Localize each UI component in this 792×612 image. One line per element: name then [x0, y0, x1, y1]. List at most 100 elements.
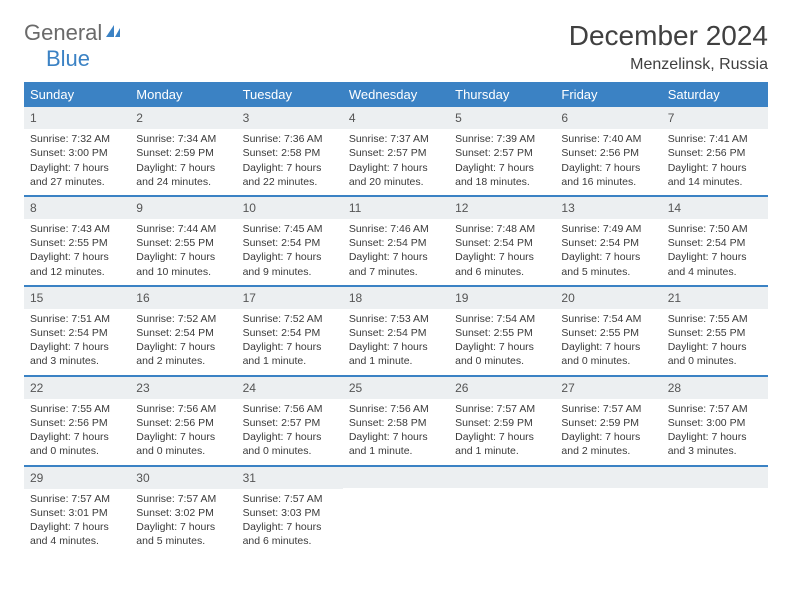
- calendar-week: 15Sunrise: 7:51 AMSunset: 2:54 PMDayligh…: [24, 287, 768, 377]
- sunrise-text: Sunrise: 7:44 AM: [136, 222, 230, 236]
- day-number: 1: [24, 107, 130, 129]
- daylight-text: Daylight: 7 hours and 14 minutes.: [668, 161, 762, 189]
- sunset-text: Sunset: 3:00 PM: [668, 416, 762, 430]
- day-number: 5: [449, 107, 555, 129]
- day-body: Sunrise: 7:49 AMSunset: 2:54 PMDaylight:…: [555, 219, 661, 285]
- day-body: Sunrise: 7:36 AMSunset: 2:58 PMDaylight:…: [237, 129, 343, 195]
- calendar-day: 10Sunrise: 7:45 AMSunset: 2:54 PMDayligh…: [237, 197, 343, 285]
- logo-text-blue: Blue: [46, 46, 124, 72]
- logo-sail-icon: [104, 23, 124, 44]
- sunrise-text: Sunrise: 7:57 AM: [455, 402, 549, 416]
- day-body: Sunrise: 7:46 AMSunset: 2:54 PMDaylight:…: [343, 219, 449, 285]
- calendar-day: 9Sunrise: 7:44 AMSunset: 2:55 PMDaylight…: [130, 197, 236, 285]
- day-body: Sunrise: 7:48 AMSunset: 2:54 PMDaylight:…: [449, 219, 555, 285]
- daylight-text: Daylight: 7 hours and 0 minutes.: [455, 340, 549, 368]
- calendar-day: 14Sunrise: 7:50 AMSunset: 2:54 PMDayligh…: [662, 197, 768, 285]
- day-body: Sunrise: 7:56 AMSunset: 2:57 PMDaylight:…: [237, 399, 343, 465]
- calendar-week: 1Sunrise: 7:32 AMSunset: 3:00 PMDaylight…: [24, 107, 768, 197]
- calendar-day: [343, 467, 449, 555]
- calendar-day: [662, 467, 768, 555]
- sunrise-text: Sunrise: 7:56 AM: [136, 402, 230, 416]
- logo: General Blue: [24, 20, 124, 72]
- sunset-text: Sunset: 2:54 PM: [561, 236, 655, 250]
- sunrise-text: Sunrise: 7:41 AM: [668, 132, 762, 146]
- dow-wednesday: Wednesday: [343, 82, 449, 107]
- calendar-day: 20Sunrise: 7:54 AMSunset: 2:55 PMDayligh…: [555, 287, 661, 375]
- calendar-day: [449, 467, 555, 555]
- calendar-day: 23Sunrise: 7:56 AMSunset: 2:56 PMDayligh…: [130, 377, 236, 465]
- daylight-text: Daylight: 7 hours and 6 minutes.: [455, 250, 549, 278]
- daylight-text: Daylight: 7 hours and 0 minutes.: [30, 430, 124, 458]
- day-number: 23: [130, 377, 236, 399]
- day-body: Sunrise: 7:54 AMSunset: 2:55 PMDaylight:…: [449, 309, 555, 375]
- day-body-empty: [449, 488, 555, 548]
- sunset-text: Sunset: 2:55 PM: [136, 236, 230, 250]
- day-number: 17: [237, 287, 343, 309]
- page-subtitle: Menzelinsk, Russia: [569, 56, 768, 74]
- daylight-text: Daylight: 7 hours and 27 minutes.: [30, 161, 124, 189]
- sunset-text: Sunset: 2:59 PM: [136, 146, 230, 160]
- day-number: 30: [130, 467, 236, 489]
- sunrise-text: Sunrise: 7:34 AM: [136, 132, 230, 146]
- sunrise-text: Sunrise: 7:43 AM: [30, 222, 124, 236]
- daylight-text: Daylight: 7 hours and 16 minutes.: [561, 161, 655, 189]
- calendar-day: 13Sunrise: 7:49 AMSunset: 2:54 PMDayligh…: [555, 197, 661, 285]
- sunset-text: Sunset: 2:54 PM: [243, 236, 337, 250]
- day-body: Sunrise: 7:50 AMSunset: 2:54 PMDaylight:…: [662, 219, 768, 285]
- calendar-day: 28Sunrise: 7:57 AMSunset: 3:00 PMDayligh…: [662, 377, 768, 465]
- calendar-day: 31Sunrise: 7:57 AMSunset: 3:03 PMDayligh…: [237, 467, 343, 555]
- day-number: 4: [343, 107, 449, 129]
- day-body-empty: [343, 488, 449, 548]
- sunrise-text: Sunrise: 7:37 AM: [349, 132, 443, 146]
- day-body-empty: [555, 488, 661, 548]
- sunrise-text: Sunrise: 7:32 AM: [30, 132, 124, 146]
- sunrise-text: Sunrise: 7:39 AM: [455, 132, 549, 146]
- sunset-text: Sunset: 2:54 PM: [349, 236, 443, 250]
- day-number: 25: [343, 377, 449, 399]
- sunset-text: Sunset: 2:56 PM: [561, 146, 655, 160]
- day-number-empty: [555, 467, 661, 488]
- sunset-text: Sunset: 2:57 PM: [455, 146, 549, 160]
- logo-text-general: General: [24, 20, 102, 46]
- calendar-day: 12Sunrise: 7:48 AMSunset: 2:54 PMDayligh…: [449, 197, 555, 285]
- calendar-week: 8Sunrise: 7:43 AMSunset: 2:55 PMDaylight…: [24, 197, 768, 287]
- daylight-text: Daylight: 7 hours and 22 minutes.: [243, 161, 337, 189]
- calendar-day: 24Sunrise: 7:56 AMSunset: 2:57 PMDayligh…: [237, 377, 343, 465]
- day-body: Sunrise: 7:52 AMSunset: 2:54 PMDaylight:…: [237, 309, 343, 375]
- day-body: Sunrise: 7:52 AMSunset: 2:54 PMDaylight:…: [130, 309, 236, 375]
- day-body: Sunrise: 7:54 AMSunset: 2:55 PMDaylight:…: [555, 309, 661, 375]
- sunrise-text: Sunrise: 7:52 AM: [136, 312, 230, 326]
- day-number: 10: [237, 197, 343, 219]
- sunset-text: Sunset: 2:54 PM: [136, 326, 230, 340]
- calendar-day: 4Sunrise: 7:37 AMSunset: 2:57 PMDaylight…: [343, 107, 449, 195]
- calendar-day: 25Sunrise: 7:56 AMSunset: 2:58 PMDayligh…: [343, 377, 449, 465]
- day-body: Sunrise: 7:51 AMSunset: 2:54 PMDaylight:…: [24, 309, 130, 375]
- calendar-day: 18Sunrise: 7:53 AMSunset: 2:54 PMDayligh…: [343, 287, 449, 375]
- sunset-text: Sunset: 2:56 PM: [668, 146, 762, 160]
- calendar-day: 15Sunrise: 7:51 AMSunset: 2:54 PMDayligh…: [24, 287, 130, 375]
- dow-saturday: Saturday: [662, 82, 768, 107]
- calendar-day: 30Sunrise: 7:57 AMSunset: 3:02 PMDayligh…: [130, 467, 236, 555]
- day-body: Sunrise: 7:44 AMSunset: 2:55 PMDaylight:…: [130, 219, 236, 285]
- daylight-text: Daylight: 7 hours and 12 minutes.: [30, 250, 124, 278]
- sunrise-text: Sunrise: 7:57 AM: [668, 402, 762, 416]
- daylight-text: Daylight: 7 hours and 3 minutes.: [30, 340, 124, 368]
- day-body: Sunrise: 7:56 AMSunset: 2:58 PMDaylight:…: [343, 399, 449, 465]
- sunset-text: Sunset: 2:54 PM: [243, 326, 337, 340]
- day-body-empty: [662, 488, 768, 548]
- sunrise-text: Sunrise: 7:36 AM: [243, 132, 337, 146]
- sunset-text: Sunset: 2:54 PM: [30, 326, 124, 340]
- day-body: Sunrise: 7:57 AMSunset: 3:01 PMDaylight:…: [24, 489, 130, 555]
- sunrise-text: Sunrise: 7:56 AM: [243, 402, 337, 416]
- daylight-text: Daylight: 7 hours and 3 minutes.: [668, 430, 762, 458]
- sunrise-text: Sunrise: 7:57 AM: [30, 492, 124, 506]
- day-number: 24: [237, 377, 343, 399]
- sunset-text: Sunset: 2:57 PM: [349, 146, 443, 160]
- sunset-text: Sunset: 2:58 PM: [243, 146, 337, 160]
- calendar-day: 19Sunrise: 7:54 AMSunset: 2:55 PMDayligh…: [449, 287, 555, 375]
- calendar-day: 8Sunrise: 7:43 AMSunset: 2:55 PMDaylight…: [24, 197, 130, 285]
- sunrise-text: Sunrise: 7:57 AM: [243, 492, 337, 506]
- sunset-text: Sunset: 2:55 PM: [561, 326, 655, 340]
- sunrise-text: Sunrise: 7:40 AM: [561, 132, 655, 146]
- calendar-day: 1Sunrise: 7:32 AMSunset: 3:00 PMDaylight…: [24, 107, 130, 195]
